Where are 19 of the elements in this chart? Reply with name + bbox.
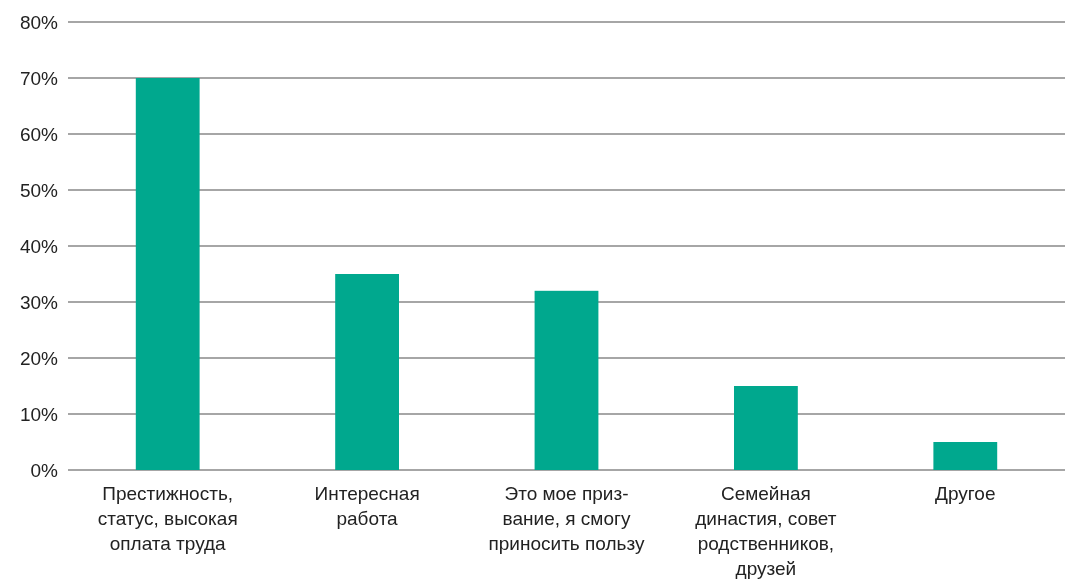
bar bbox=[335, 274, 399, 470]
bar bbox=[534, 290, 599, 470]
y-tick-label: 0% bbox=[30, 459, 59, 481]
y-tick-label: 20% bbox=[19, 347, 59, 369]
y-tick-label: 60% bbox=[19, 123, 59, 145]
bar bbox=[135, 78, 200, 470]
y-tick-label: 80% bbox=[19, 11, 59, 33]
x-tick-label: Это мое приз- вание, я смогу приносить пользу bbox=[488, 483, 645, 554]
x-tick-label: Интересная работа bbox=[314, 483, 420, 529]
bar bbox=[734, 386, 798, 470]
x-tick-label: Престижность, статус, высокая оплата труда bbox=[97, 483, 238, 554]
x-tick-label: Другое bbox=[935, 483, 996, 504]
y-tick-label: 50% bbox=[19, 179, 59, 201]
y-tick-label: 40% bbox=[19, 235, 59, 257]
y-tick-label: 10% bbox=[19, 403, 59, 425]
x-tick-label: Семейная династия, совет родственников, друзей bbox=[695, 483, 837, 579]
bar bbox=[933, 442, 998, 470]
y-tick-label: 70% bbox=[19, 67, 59, 89]
y-tick-label: 30% bbox=[19, 291, 59, 313]
